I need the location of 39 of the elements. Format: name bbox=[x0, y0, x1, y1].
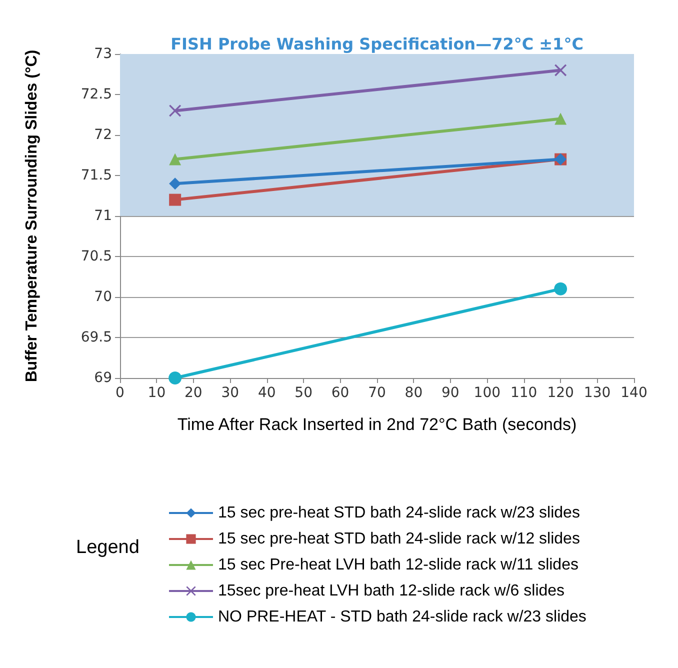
y-tick-label: 70 bbox=[94, 289, 112, 305]
y-tick-label: 70.5 bbox=[80, 248, 112, 264]
legend-label: 15 sec pre-heat STD bath 24-slide rack w/12 slides bbox=[218, 530, 580, 548]
x-tick-label: 90 bbox=[442, 385, 460, 401]
legend-label: 15sec pre-heat LVH bath 12-slide rack w/6 slides bbox=[218, 582, 565, 600]
point bbox=[554, 282, 568, 296]
x-tick-label: 140 bbox=[620, 385, 648, 401]
y-tick-label: 72.5 bbox=[80, 86, 112, 102]
x-tick-label: 10 bbox=[148, 385, 166, 401]
point bbox=[169, 104, 182, 117]
point bbox=[554, 64, 567, 76]
legend-label: 15 sec Pre-heat LVH bath 12-slide rack w/11 slides bbox=[218, 556, 578, 574]
y-tick-label: 69 bbox=[94, 370, 112, 386]
x-tick-label: 80 bbox=[404, 385, 423, 401]
x-axis-title: Time After Rack Inserted in 2nd 72°C Bath (seconds) bbox=[177, 415, 577, 434]
x-tick-label: 130 bbox=[584, 385, 611, 401]
y-tick-label: 72 bbox=[94, 127, 112, 143]
y-tick-label: 71 bbox=[94, 208, 112, 224]
x-tick-label: 100 bbox=[474, 385, 501, 401]
point bbox=[169, 194, 182, 206]
y-tick-label: 73 bbox=[94, 46, 112, 62]
x-tick-label: 40 bbox=[258, 385, 276, 401]
legend-label: NO PRE-HEAT - STD bath 24-slide rack w/23 slides bbox=[218, 608, 586, 626]
x-tick-label: 70 bbox=[368, 385, 386, 401]
x-tick-label: 110 bbox=[510, 385, 538, 401]
y-tick-label: 69.5 bbox=[80, 330, 112, 346]
legend-title: Legend bbox=[76, 537, 140, 558]
legend-label: 15 sec pre-heat STD bath 24-slide rack w/23 slides bbox=[218, 504, 580, 522]
y-tick-label: 71.5 bbox=[80, 168, 112, 184]
point bbox=[169, 178, 182, 190]
x-tick-label: 20 bbox=[184, 385, 202, 401]
band-label: FISH Probe Washing Specification—72°C ±1°C bbox=[170, 34, 584, 54]
x-tick-label: 120 bbox=[547, 385, 574, 401]
point bbox=[168, 372, 182, 384]
x-tick-label: 30 bbox=[221, 385, 240, 401]
y-axis-title: Buffer Temperature Surrounding Slides (°C) bbox=[24, 50, 40, 382]
x-tick-label: 0 bbox=[116, 385, 124, 401]
x-tick-label: 50 bbox=[294, 385, 312, 401]
x-tick-label: 60 bbox=[331, 385, 350, 401]
